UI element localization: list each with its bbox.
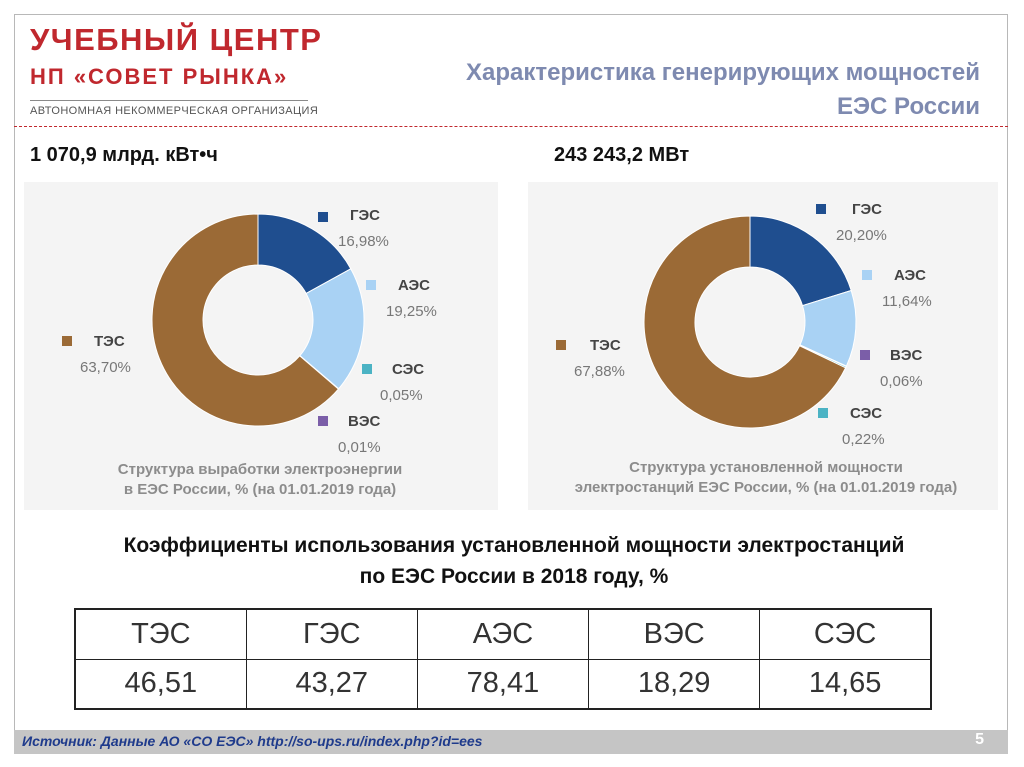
legend-label-ges: ГЭС <box>852 201 883 218</box>
utilization-title-line2: по ЕЭС России в 2018 году, % <box>359 565 669 588</box>
table-header-cell: ТЭС <box>74 608 247 660</box>
generation-caption-line1: Структура выработки электроэнергии <box>117 461 403 478</box>
table-header-cell: АЭС <box>416 608 590 660</box>
source-citation: Источник: Данные АО «СО ЕЭС» http://so-u… <box>22 733 483 749</box>
generation-donut-chart <box>151 213 365 427</box>
table-cell: 14,65 <box>759 658 932 710</box>
table-header-cell: ВЭС <box>588 608 761 660</box>
legend-label-ses: СЭС <box>392 361 425 378</box>
generation-caption-line2: в ЕЭС России, % (на 01.01.2019 года) <box>123 481 397 498</box>
capacity-caption-line2: электростанций ЕЭС России, % (на 01.01.2… <box>574 479 958 496</box>
logo-line1: УЧЕБНЫЙ ЦЕНТР <box>30 22 323 57</box>
legend-swatch-ges <box>816 204 826 214</box>
slide-title-line2: ЕЭС России <box>836 93 980 120</box>
total-capacity: 243 243,2 МВт <box>554 144 690 166</box>
slide-title: Характеристика генерирующих мощностей ЕЭ… <box>360 56 980 124</box>
table-cell: 78,41 <box>416 658 590 710</box>
legend-swatch-aes <box>366 280 376 290</box>
legend-value-ves: 0,01% <box>338 439 381 456</box>
legend-swatch-tes <box>556 340 566 350</box>
legend-swatch-ses <box>362 364 372 374</box>
legend-swatch-ves <box>318 416 328 426</box>
legend-value-aes: 11,64% <box>882 293 932 310</box>
legend-swatch-ges <box>318 212 328 222</box>
utilization-title-line1: Коэффициенты использования установленной… <box>123 534 905 557</box>
legend-label-ves: ВЭС <box>348 413 381 430</box>
legend-value-tes: 67,88% <box>574 363 625 380</box>
capacity-chart-caption: Структура установленной мощности электро… <box>528 458 1004 498</box>
logo-subtitle: АВТОНОМНАЯ НЕКОММЕРЧЕСКАЯ ОРГАНИЗАЦИЯ <box>30 105 319 117</box>
utilization-table: ТЭС ГЭС АЭС ВЭС СЭС 46,51 43,27 78,41 18… <box>74 608 932 710</box>
legend-value-ves: 0,06% <box>880 373 923 390</box>
header-divider <box>14 126 1008 127</box>
legend-swatch-tes <box>62 336 72 346</box>
table-header-row: ТЭС ГЭС АЭС ВЭС СЭС <box>74 608 932 660</box>
legend-value-aes: 19,25% <box>386 303 437 320</box>
legend-value-ges: 16,98% <box>338 233 389 250</box>
table-cell: 18,29 <box>588 658 761 710</box>
footer-bar <box>14 730 1008 754</box>
legend-value-ses: 0,22% <box>842 431 885 448</box>
generation-chart-caption: Структура выработки электроэнергии в ЕЭС… <box>40 460 480 500</box>
utilization-table-title: Коэффициенты использования установленной… <box>24 530 1004 592</box>
legend-swatch-aes <box>862 270 872 280</box>
table-cell: 46,51 <box>74 658 247 710</box>
donut-slice-0-4 <box>151 213 340 427</box>
table-header-cell: СЭС <box>759 608 932 660</box>
legend-label-tes: ТЭС <box>94 333 125 350</box>
legend-value-ges: 20,20% <box>836 227 887 244</box>
legend-label-ves: ВЭС <box>890 347 923 364</box>
legend-value-ses: 0,05% <box>380 387 423 404</box>
table-header-cell: ГЭС <box>245 608 418 660</box>
legend-swatch-ses <box>818 408 828 418</box>
table-row: 46,51 43,27 78,41 18,29 14,65 <box>74 658 932 710</box>
slide-title-line1: Характеристика генерирующих мощностей <box>466 59 980 86</box>
legend-label-ses: СЭС <box>850 405 883 422</box>
logo-divider <box>30 100 308 101</box>
legend-label-aes: АЭС <box>894 267 926 284</box>
donut-slice-1-4 <box>643 215 847 429</box>
table-cell: 43,27 <box>245 658 418 710</box>
legend-label-aes: АЭС <box>398 277 430 294</box>
logo-line2: НП «СОВЕТ РЫНКА» <box>30 64 289 89</box>
page-number: 5 <box>975 731 984 748</box>
total-generation: 1 070,9 млрд. кВт•ч <box>30 144 218 166</box>
legend-label-tes: ТЭС <box>590 337 621 354</box>
capacity-caption-line1: Структура установленной мощности <box>629 459 903 476</box>
legend-label-ges: ГЭС <box>350 207 381 224</box>
legend-value-tes: 63,70% <box>80 359 131 376</box>
capacity-donut-chart <box>643 215 857 429</box>
legend-swatch-ves <box>860 350 870 360</box>
